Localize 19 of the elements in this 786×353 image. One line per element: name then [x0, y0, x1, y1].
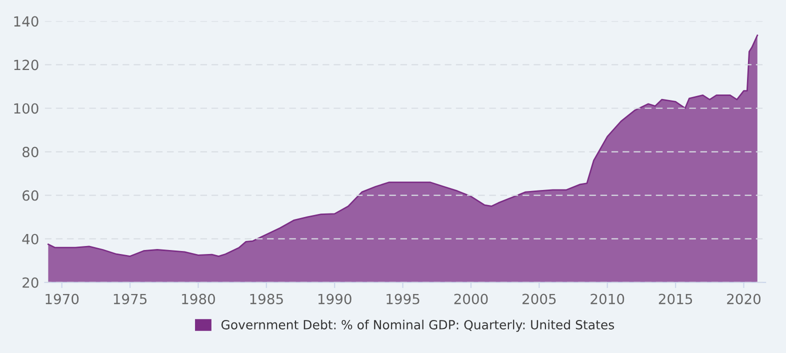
y-tick-label: 60	[22, 190, 38, 201]
y-tick-label: 20	[22, 277, 38, 288]
x-tick-label: 1975	[114, 294, 146, 304]
x-tick-label: 2020	[727, 294, 760, 304]
y-tick-label: 140	[14, 16, 38, 27]
x-tick-label: 1985	[250, 294, 283, 304]
y-tick-label: 40	[22, 234, 38, 244]
x-tick-label: 1970	[46, 294, 79, 304]
x-tick-label: 1990	[318, 294, 352, 304]
y-tick-label: 80	[22, 146, 38, 158]
x-tick-label: 2015	[658, 294, 692, 304]
legend-label: Government Debt: % of Nominal GDP: Quarterly: United States	[221, 320, 614, 332]
x-tick-label: 1995	[386, 294, 420, 304]
y-tick-label: 120	[14, 60, 38, 70]
x-tick-label: 2005	[522, 294, 556, 304]
x-tick-label: 2010	[590, 294, 624, 304]
x-tick-label: 1980	[182, 294, 215, 304]
x-tick-label: 2000	[454, 294, 488, 304]
y-tick-label: 100	[14, 103, 38, 114]
